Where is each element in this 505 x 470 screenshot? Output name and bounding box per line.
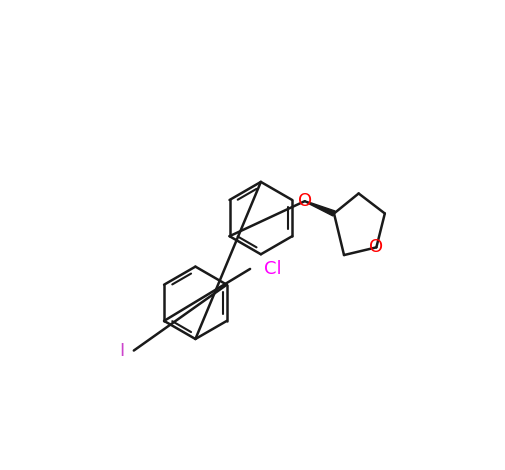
Text: Cl: Cl: [264, 260, 281, 278]
Text: O: O: [297, 192, 311, 210]
Text: I: I: [119, 342, 124, 360]
Polygon shape: [304, 201, 334, 216]
Text: O: O: [369, 238, 383, 256]
